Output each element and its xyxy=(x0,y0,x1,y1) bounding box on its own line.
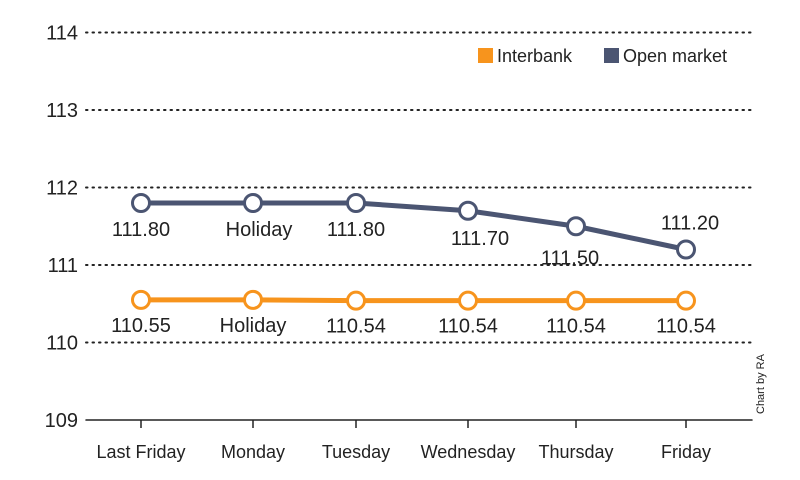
data-point xyxy=(676,239,696,260)
x-axis: Last Friday Monday Tuesday Wednesday Thursda… xyxy=(96,420,711,462)
legend: Interbank Open market xyxy=(478,46,727,66)
data-labels: 110.55 Holiday 110.54 110.54 110.54 110.54 111… xyxy=(111,213,719,338)
data-point xyxy=(346,290,366,311)
y-tick-label: 113 xyxy=(46,100,78,122)
y-tick-label: 114 xyxy=(46,23,78,45)
data-label: 111.50 xyxy=(541,247,599,269)
data-label: 111.80 xyxy=(327,219,385,241)
series-lines xyxy=(131,193,696,311)
data-label: 110.54 xyxy=(326,316,386,338)
chart-credit: Chart by RA xyxy=(755,353,767,414)
data-label: 110.54 xyxy=(438,316,498,338)
legend-swatch xyxy=(478,48,493,63)
data-point xyxy=(566,216,586,237)
x-tick-label: Tuesday xyxy=(322,442,390,462)
data-label: 111.70 xyxy=(451,228,509,250)
data-label: 110.54 xyxy=(656,316,716,338)
x-tick-label: Monday xyxy=(221,442,285,462)
data-label: 110.54 xyxy=(546,316,606,338)
gridlines xyxy=(85,31,753,421)
data-label: 111.80 xyxy=(112,219,170,241)
data-label: 110.55 xyxy=(111,315,171,337)
data-label: Holiday xyxy=(220,315,287,337)
y-tick-label: 110 xyxy=(46,333,78,355)
data-point xyxy=(458,200,478,221)
x-tick-label: Wednesday xyxy=(421,442,516,462)
y-axis-ticks: 109 110 111 112 113 114 xyxy=(45,23,78,433)
data-point xyxy=(131,289,151,310)
series-line xyxy=(141,200,687,252)
y-tick-label: 109 xyxy=(45,410,78,432)
data-point xyxy=(131,193,151,213)
data-point xyxy=(346,193,366,213)
data-point xyxy=(243,289,263,310)
data-point xyxy=(676,290,696,311)
x-tick-label: Friday xyxy=(661,442,711,462)
legend-label: Interbank xyxy=(497,46,573,66)
y-tick-label: 112 xyxy=(46,178,78,200)
data-point xyxy=(458,290,478,311)
data-label: 111.20 xyxy=(661,213,719,235)
data-point xyxy=(566,290,586,311)
legend-label: Open market xyxy=(623,46,727,66)
data-point xyxy=(243,193,263,213)
legend-swatch xyxy=(604,48,619,63)
x-tick-label: Last Friday xyxy=(96,442,185,462)
data-label: Holiday xyxy=(226,219,293,241)
y-tick-label: 111 xyxy=(48,255,78,277)
x-tick-label: Thursday xyxy=(538,442,613,462)
series-line xyxy=(141,297,686,304)
